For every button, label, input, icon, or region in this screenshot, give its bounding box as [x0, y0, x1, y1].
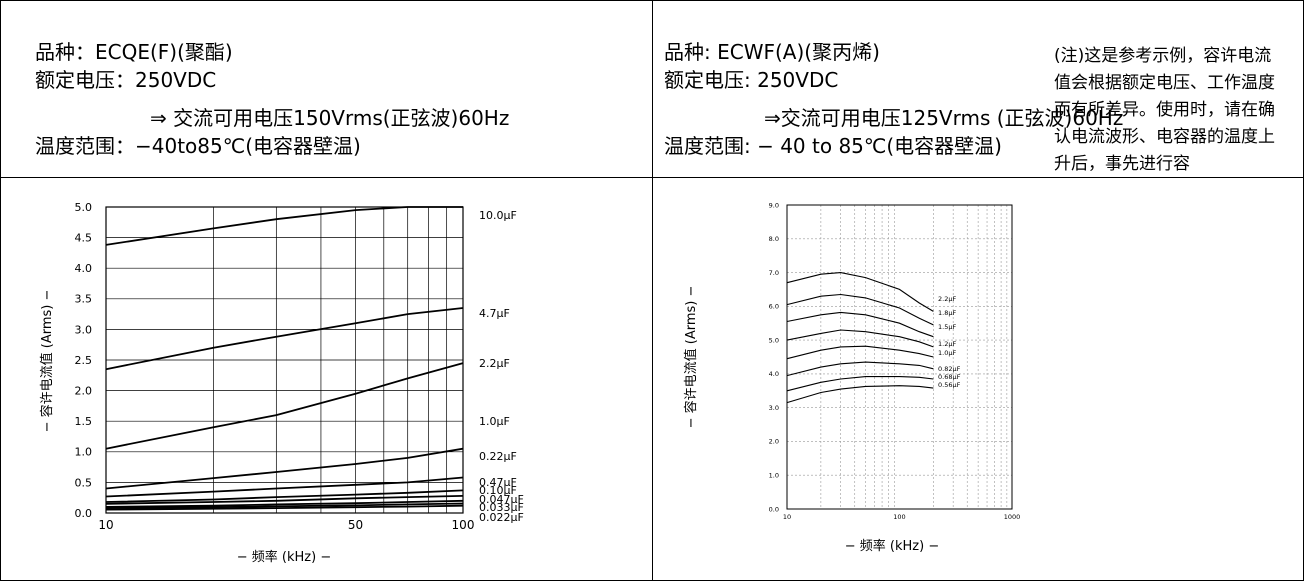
series-label: 10.0μF [479, 209, 517, 222]
x-tick-label: 10 [98, 518, 113, 532]
x-tick-label: 1000 [1004, 513, 1021, 521]
note-text: (注)这是参考示例，容许电流值会根据额定电压、工作温度而有所差异。使用时，请在确… [1054, 46, 1275, 174]
y-axis-title: − 容许电流值 (Arms) − [39, 290, 55, 433]
series-line [786, 385, 934, 404]
series-label: 4.7μF [479, 307, 510, 320]
series-label: 0.82μF [938, 365, 961, 373]
y-tick-label: 5.0 [75, 201, 93, 214]
y-tick-label: 4.0 [769, 370, 779, 378]
x-tick-label: 10 [783, 513, 791, 521]
y-tick-label: 2.0 [769, 438, 779, 446]
right-spec-line1: 品种: ECWF(A)(聚丙烯) [664, 40, 880, 64]
y-tick-label: 8.0 [769, 235, 779, 243]
header-separator [1, 177, 1303, 178]
left-spec-line4: 温度范围：−40to85℃(电容器壁温) [35, 134, 361, 158]
plot-frame [105, 206, 464, 514]
left-spec-line3: ⇒ 交流可用电压150Vrms(正弦波)60Hz [150, 106, 510, 130]
series-label: 2.2μF [938, 295, 956, 303]
series-line [105, 499, 464, 508]
series-line [105, 502, 464, 509]
y-tick-label: 3.0 [75, 323, 93, 336]
right-panel: 品种: ECWF(A)(聚丙烯) 额定电压: 250VDC ⇒交流可用电压125… [652, 1, 1303, 580]
series-label: 0.033μF [479, 501, 524, 514]
series-line [105, 476, 464, 498]
right-spec-line3: ⇒交流可用电压125Vrms (正弦波)60Hz [764, 106, 1124, 130]
y-axis-title: − 容许电流值 (Arms) − [683, 286, 699, 429]
series-line [786, 329, 934, 348]
x-tick-label: 100 [452, 518, 475, 532]
series-line [786, 361, 934, 377]
y-tick-label: 6.0 [769, 303, 779, 311]
series-label: 1.8μF [938, 309, 956, 317]
series-line [786, 311, 934, 338]
series-line [786, 376, 934, 392]
right-spec-line2: 额定电压: 250VDC [664, 68, 839, 92]
series-line [105, 206, 463, 246]
series-line [105, 307, 464, 371]
y-tick-label: 1.0 [769, 471, 779, 479]
series-label: 1.5μF [938, 323, 956, 331]
y-tick-label: 3.5 [75, 293, 93, 306]
y-tick-label: 7.0 [769, 269, 779, 277]
y-tick-label: 0.0 [769, 505, 779, 513]
y-tick-label: 9.0 [769, 201, 779, 209]
series-line [105, 489, 464, 503]
plot-frame [786, 204, 1013, 510]
series-line [105, 504, 464, 511]
series-label: 0.022μF [479, 511, 524, 524]
panel-divider [652, 1, 653, 580]
series-label: 2.2μF [479, 357, 510, 370]
y-tick-label: 4.0 [75, 262, 93, 275]
left-panel: 品种：ECQE(F)(聚酯) 额定电压：250VDC ⇒ 交流可用电压150Vr… [1, 1, 652, 580]
left-spec-line1: 品种：ECQE(F)(聚酯) [35, 40, 233, 64]
series-label: 1.0μF [938, 349, 956, 357]
series-label: 1.0μF [479, 415, 510, 428]
series-label: 0.22μF [479, 450, 517, 463]
series-label: 1.2μF [938, 340, 956, 348]
series-line [105, 447, 464, 490]
x-axis-title: − 频率 (kHz) − [237, 549, 331, 565]
series-line [105, 495, 464, 505]
y-tick-label: 2.0 [75, 384, 93, 397]
series-label: 0.047μF [479, 493, 524, 506]
series-label: 0.68μF [938, 373, 961, 381]
series-label: 0.47μF [479, 476, 517, 489]
series-line [105, 362, 464, 450]
series-label: 0.56μF [938, 381, 961, 389]
y-tick-label: 1.0 [75, 446, 93, 459]
y-tick-label: 3.0 [769, 404, 779, 412]
y-tick-label: 0.5 [75, 476, 93, 489]
y-tick-label: 4.5 [75, 231, 93, 244]
series-line [786, 293, 934, 326]
x-axis-title: − 频率 (kHz) − [845, 538, 939, 554]
series-line [786, 345, 934, 360]
y-tick-label: 2.5 [75, 354, 93, 367]
x-tick-label: 50 [348, 518, 363, 532]
left-chart: 0.0 0.5 1.0 1.5 2.0 2.5 3.0 3.5 4.0 4.5 5.0 10 50 100… [39, 201, 524, 565]
series-line [786, 272, 934, 312]
y-tick-label: 5.0 [769, 336, 779, 344]
y-tick-label: 1.5 [75, 415, 93, 428]
x-tick-label: 100 [893, 513, 905, 521]
y-tick-label: 0.0 [75, 507, 93, 520]
series-label: 0.10μF [479, 484, 517, 497]
left-spec-line2: 额定电压：250VDC [35, 68, 217, 92]
right-spec-line4: 温度范围: − 40 to 85℃(电容器壁温) [664, 134, 1002, 158]
right-chart: 0.0 1.0 2.0 3.0 4.0 5.0 6.0 7.0 8.0 9.0 10 100 1000 2… [683, 201, 1021, 554]
